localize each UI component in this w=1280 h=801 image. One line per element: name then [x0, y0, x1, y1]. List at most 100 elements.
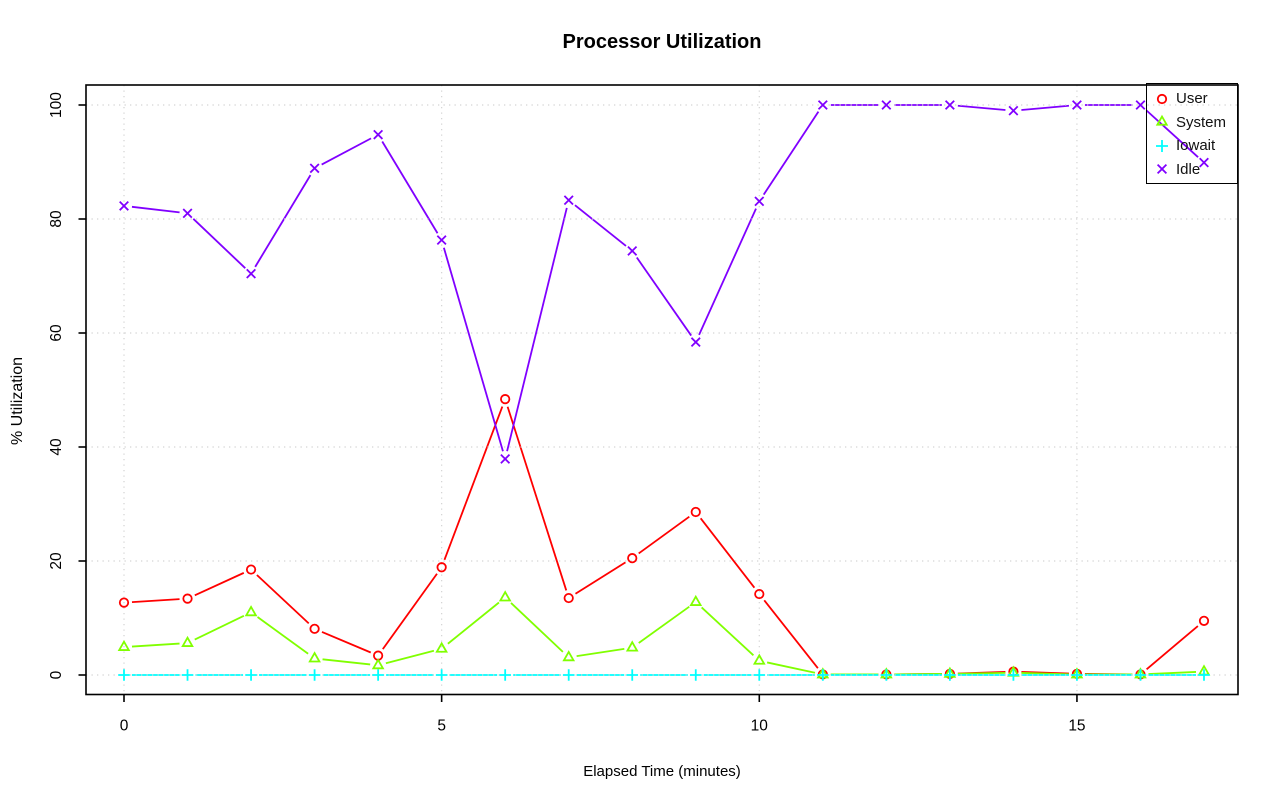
marker-x-idle [182, 208, 193, 219]
marker-triangle-system [625, 640, 639, 652]
series-line-user [256, 574, 310, 625]
marker-plus-iowait [626, 669, 639, 681]
series-line-system [385, 649, 435, 665]
marker-x-idle [690, 337, 701, 348]
series-line-idle [131, 205, 180, 214]
series-line-user [699, 517, 756, 589]
marker-circle-user [118, 597, 130, 608]
series-line-user [194, 572, 245, 597]
series-line-user [1146, 625, 1199, 670]
marker-x-idle [119, 200, 129, 211]
series-line-user [321, 631, 372, 654]
marker-triangle-system [435, 641, 448, 653]
series-line-idle [254, 174, 312, 268]
marker-triangle-system [244, 605, 258, 617]
marker-circle-user [500, 394, 511, 405]
marker-triangle-system [689, 594, 703, 606]
marker-plus-iowait [435, 669, 448, 681]
series-line-idle [381, 141, 439, 234]
marker-x-idle [1008, 105, 1019, 116]
marker-plus-iowait [753, 669, 766, 681]
x-tick-label: 10 [751, 718, 769, 735]
series-line-system [510, 602, 564, 653]
marker-circle-user [690, 506, 701, 518]
y-tick-label: 60 [48, 324, 65, 342]
chart-title: Processor Utilization [562, 31, 762, 53]
marker-triangle-system [308, 651, 321, 663]
marker-plus-iowait [308, 669, 321, 681]
marker-circle-user [436, 562, 447, 573]
marker-plus-iowait [245, 669, 257, 681]
legend-item-user: User [1154, 87, 1237, 111]
series-line-system [701, 606, 755, 656]
marker-plus-iowait [499, 669, 511, 681]
series-line-system [957, 671, 1006, 675]
system-triangle-marker-icon [1155, 115, 1169, 126]
plot-border [85, 84, 1239, 696]
y-tick-label: 20 [48, 552, 65, 570]
marker-triangle-system [562, 650, 576, 662]
series-line-system [576, 647, 625, 658]
marker-plus-iowait [118, 669, 130, 681]
marker-x-idle [563, 195, 574, 206]
series-line-user [382, 573, 438, 650]
iowait-plus-marker-icon [1156, 139, 1168, 152]
marker-plus-iowait [944, 669, 956, 681]
marker-x-idle [309, 163, 320, 174]
series-line-system [638, 605, 690, 644]
series-line-idle [1145, 109, 1199, 158]
legend-label-user: User [1176, 90, 1208, 108]
marker-x-idle [373, 129, 384, 140]
y-axis-label: % Utilization [9, 356, 26, 446]
marker-x-idle [436, 235, 447, 246]
series-line-idle [762, 111, 820, 196]
marker-circle-user [309, 623, 320, 634]
marker-x-idle [1072, 100, 1082, 110]
marker-plus-iowait [880, 669, 893, 681]
marker-plus-iowait [562, 669, 575, 681]
marker-x-idle [627, 245, 638, 256]
series-line-idle [698, 208, 757, 336]
idle-x-marker-icon [1156, 164, 1168, 175]
series-line-user [638, 515, 690, 555]
marker-circle-user [754, 588, 765, 600]
y-tick-label: 40 [48, 438, 65, 456]
legend-item-system: System [1154, 111, 1237, 135]
series-line-user [506, 406, 568, 591]
series-line-idle [957, 104, 1006, 111]
series-line-system [766, 661, 816, 674]
series-line-system [257, 616, 309, 655]
legend-item-idle: Idle [1154, 158, 1237, 182]
legend-label-iowait: Iowait [1176, 137, 1216, 155]
marker-circle-user [245, 564, 257, 575]
marker-x-idle [944, 100, 955, 110]
legend-label-idle: Idle [1176, 160, 1201, 178]
marker-triangle-system [117, 639, 131, 651]
marker-x-idle [1199, 157, 1209, 168]
series-line-user [443, 406, 504, 561]
marker-circle-user [1198, 615, 1210, 626]
marker-plus-iowait [817, 669, 829, 681]
series-line-system [322, 658, 371, 666]
legend: User System Iowait Idle [1146, 83, 1238, 184]
series-line-idle [506, 207, 568, 452]
series-line-user [131, 598, 180, 604]
marker-x-idle [500, 454, 511, 464]
series-line-system [447, 601, 500, 645]
series-line-idle [1021, 104, 1070, 111]
marker-plus-iowait [372, 669, 384, 681]
series-line-idle [192, 218, 246, 269]
y-tick-label: 80 [48, 210, 65, 228]
marker-plus-iowait [1007, 669, 1020, 681]
x-axis-label: Elapsed Time (minutes) [583, 763, 741, 780]
marker-triangle-system [181, 635, 194, 647]
series-line-idle [574, 204, 627, 247]
series-line-system [1148, 671, 1197, 675]
legend-label-system: System [1176, 113, 1227, 131]
x-tick-label: 5 [437, 718, 446, 735]
marker-triangle-system [752, 653, 766, 665]
series-line-idle [443, 247, 504, 452]
series-line-system [194, 614, 245, 641]
